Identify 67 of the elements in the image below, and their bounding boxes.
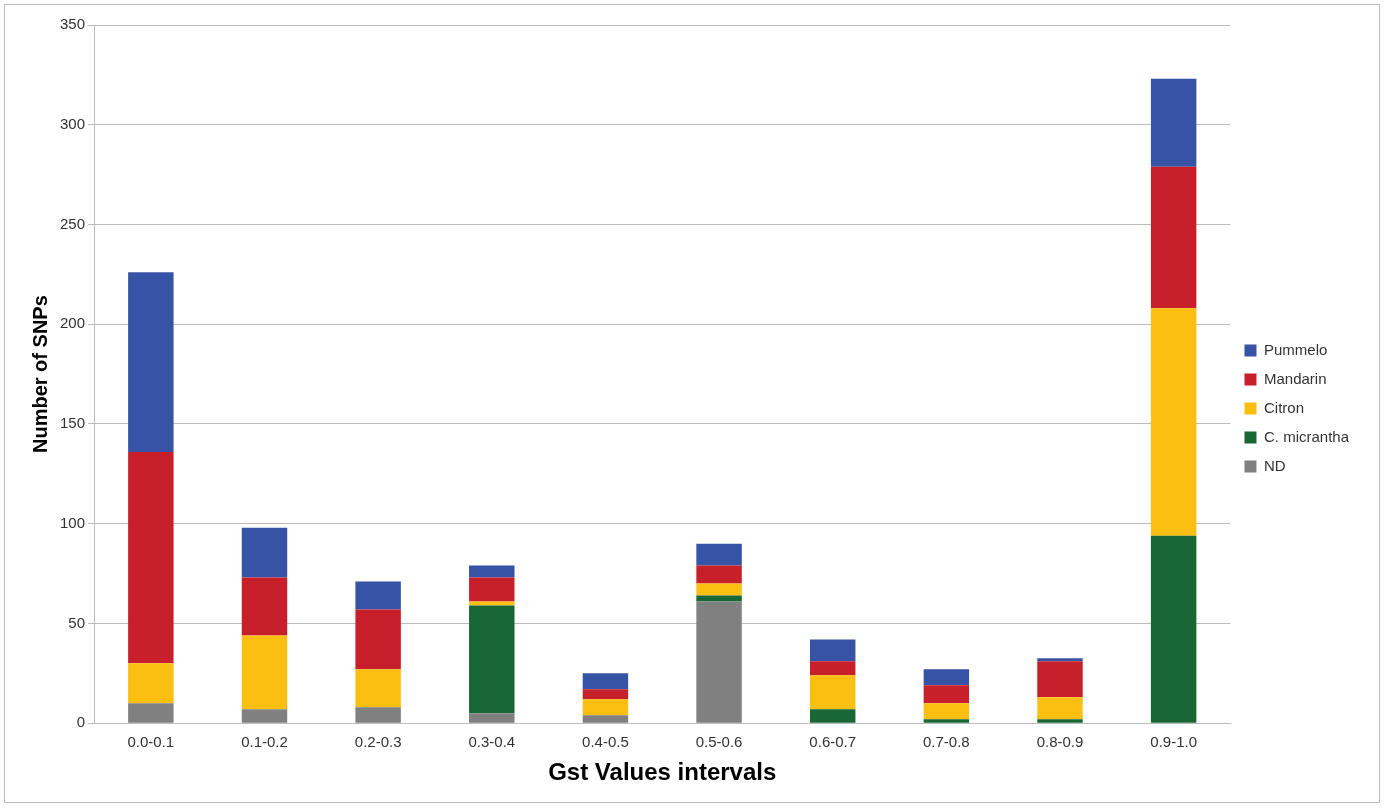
x-tick-label: 0.7-0.8 (923, 733, 970, 751)
y-tick-label: 0 (76, 713, 86, 731)
x-tick-label: 0.4-0.5 (582, 733, 629, 751)
x-tick-label: 0.1-0.2 (241, 733, 288, 751)
bar (1150, 78, 1197, 167)
bar (923, 669, 970, 686)
bar (809, 661, 856, 676)
x-tick-label: 0.3-0.4 (468, 733, 516, 751)
bar (1037, 719, 1083, 723)
bar (1150, 535, 1197, 723)
bar (469, 601, 515, 606)
bar (241, 527, 288, 578)
bar (241, 577, 288, 636)
bar (355, 669, 401, 708)
bar (696, 601, 742, 723)
x-tick-label: 0.9-1.0 (1150, 733, 1197, 751)
y-tick-label: 200 (60, 314, 86, 332)
x-tick-label: 0.8-0.9 (1036, 733, 1084, 751)
bar (809, 675, 856, 710)
y-tick-label: 50 (68, 613, 86, 631)
x-tick-label: 0.5-0.6 (695, 733, 743, 751)
bar (923, 703, 970, 720)
bar (469, 713, 515, 723)
bar (923, 719, 970, 723)
bar (128, 703, 174, 723)
x-tick-label: 0.2-0.3 (354, 733, 402, 751)
x-tick-label: 0.6-0.7 (809, 733, 857, 751)
bar (809, 639, 856, 662)
bar (809, 709, 856, 723)
x-tick-label: 0.0-0.1 (127, 733, 175, 751)
bar (1150, 308, 1197, 536)
bar (582, 715, 629, 723)
y-tick-label: 150 (60, 414, 86, 432)
bar (355, 707, 401, 723)
bar (696, 595, 742, 602)
bar (696, 583, 742, 596)
legend-label: Pummelo (1263, 340, 1328, 358)
bar (1037, 697, 1083, 720)
bar (128, 451, 174, 664)
x-axis-title: Gst Values intervals (548, 758, 777, 786)
bar (128, 272, 174, 452)
y-tick-label: 250 (60, 214, 86, 232)
bar (241, 709, 288, 723)
bar (241, 635, 288, 710)
legend-label: Citron (1263, 398, 1304, 416)
y-tick-label: 100 (60, 513, 86, 531)
y-axis-title: Number of SNPs (28, 295, 51, 454)
bar (469, 565, 515, 578)
bar (582, 699, 629, 716)
bar (355, 609, 401, 670)
bar (1037, 661, 1083, 698)
legend-label: C. micrantha (1263, 427, 1350, 445)
bar (696, 543, 742, 566)
legend-label: ND (1263, 456, 1286, 474)
bar (1150, 166, 1197, 309)
bar (582, 673, 629, 690)
bar (469, 577, 515, 602)
bar (582, 689, 629, 700)
bar (355, 581, 401, 610)
bar (923, 685, 970, 704)
y-tick-label: 300 (60, 114, 86, 132)
bar (128, 663, 174, 704)
bar (1037, 658, 1083, 662)
y-tick-label: 350 (60, 15, 86, 33)
bar (469, 605, 515, 714)
bar (696, 565, 742, 584)
legend-label: Mandarin (1263, 369, 1327, 387)
